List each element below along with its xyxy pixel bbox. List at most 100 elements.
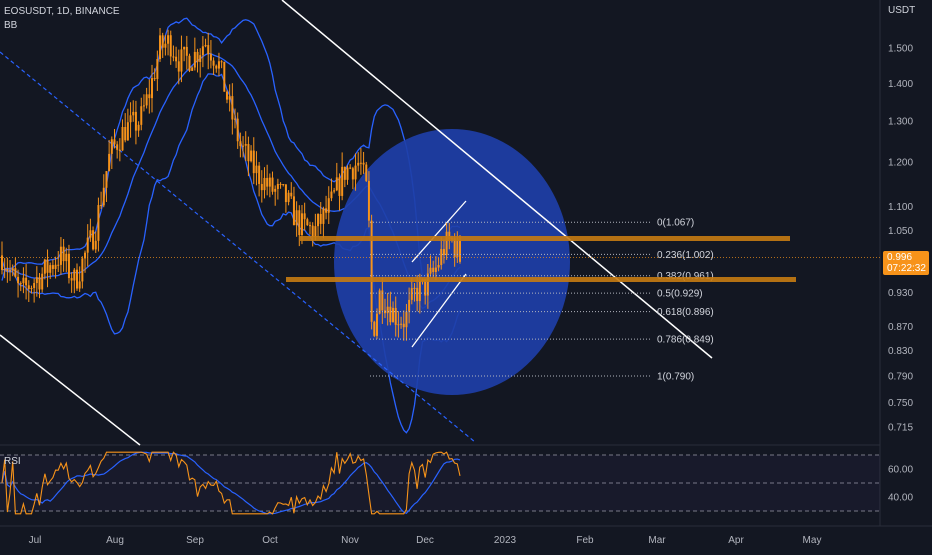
- candle-body: [108, 153, 111, 172]
- x-tick-label: Feb: [576, 535, 594, 546]
- y-tick-label: 0.930: [888, 288, 913, 299]
- y-tick-label: 1.100: [888, 202, 913, 213]
- upper-trendline: [281, 0, 713, 359]
- highlight-ellipse: [334, 129, 570, 395]
- fib-label: 0.786(0.849): [657, 335, 714, 346]
- candle-body: [327, 198, 330, 213]
- candle-body: [405, 311, 408, 328]
- candle-body: [295, 210, 298, 226]
- channel-lower: [411, 273, 467, 348]
- price-badge: 0.996 07:22:32: [883, 251, 929, 275]
- rsi-label: RSI: [4, 456, 21, 467]
- candle-body: [92, 230, 95, 250]
- candle-body: [54, 264, 57, 269]
- candle-body: [180, 49, 183, 72]
- candle-body: [386, 306, 389, 314]
- candle-body: [274, 188, 277, 192]
- candle-body: [17, 276, 20, 284]
- candle-body: [424, 279, 427, 296]
- candle-body: [362, 162, 365, 165]
- candle-body: [30, 287, 33, 289]
- candle-body: [140, 106, 143, 125]
- candle-body: [440, 248, 443, 265]
- candle-body: [110, 139, 113, 154]
- candle-body: [258, 165, 261, 184]
- rsi-ma-line: [1, 451, 461, 515]
- price-badge-countdown: 07:22:32: [887, 263, 926, 274]
- x-tick-label: Jul: [29, 535, 42, 546]
- candle-body: [298, 210, 301, 236]
- candle-body: [156, 59, 159, 79]
- candle-body: [70, 278, 73, 281]
- candle-body: [1, 255, 3, 270]
- y-tick-label: 0.830: [888, 346, 913, 357]
- x-tick-label: 2023: [494, 535, 517, 546]
- fib-label: 0.236(1.002): [657, 250, 714, 261]
- candle-body: [311, 225, 314, 237]
- candle-body: [129, 115, 132, 123]
- x-tick-label: Sep: [186, 535, 204, 546]
- candle-body: [279, 183, 282, 185]
- candle-body: [25, 277, 28, 286]
- fib-label: 0.5(0.929): [657, 289, 703, 300]
- candle-body: [150, 78, 153, 99]
- bollinger-upper: [1, 17, 461, 278]
- candle-body: [359, 162, 362, 164]
- candle-body: [38, 277, 41, 290]
- candle-body: [397, 324, 400, 326]
- candle-body: [333, 190, 336, 192]
- candle-body: [367, 180, 370, 221]
- rsi-band-fill: [0, 455, 880, 511]
- candle-body: [153, 78, 156, 80]
- y-tick-label: 1.200: [888, 158, 913, 169]
- channel-upper: [411, 200, 467, 263]
- candle-body: [255, 165, 258, 174]
- candle-body: [217, 61, 220, 69]
- y-tick-label: 1.500: [888, 44, 913, 55]
- candle-body: [201, 46, 204, 56]
- candle-body: [65, 253, 68, 262]
- candle-body: [159, 35, 162, 60]
- candle-body: [43, 259, 46, 274]
- candle-body: [100, 205, 103, 207]
- candle-body: [413, 287, 416, 289]
- fib-retracement: 0(1.067) 0.236(1.002) 0.382(0.961) 0.5(0.92…: [286, 218, 796, 382]
- price-badge-value: 0.996: [887, 252, 913, 263]
- rsi-line: [1, 451, 461, 515]
- candle-body: [392, 307, 395, 323]
- candle-body: [250, 150, 253, 162]
- y-tick-label: 0.750: [888, 398, 913, 409]
- candle-body: [282, 184, 285, 186]
- candle-body: [14, 268, 17, 277]
- candle-body: [35, 277, 38, 284]
- candle-body: [196, 51, 199, 62]
- rsi-tick-label: 40.00: [888, 493, 913, 504]
- x-tick-label: Oct: [262, 535, 278, 546]
- axes: 1.500 1.400 1.300 1.200 1.100 1.050 0.930 0.870…: [29, 44, 914, 547]
- candle-body: [400, 323, 403, 325]
- candle-body: [290, 192, 293, 197]
- candle-body: [303, 213, 306, 220]
- y-tick-label: 1.050: [888, 226, 913, 237]
- candle-body: [102, 187, 105, 206]
- candle-body: [394, 307, 397, 325]
- candle-body: [416, 287, 419, 302]
- candle-body: [375, 313, 378, 336]
- candle-body: [343, 166, 346, 180]
- candle-body: [49, 265, 52, 273]
- candle-body: [252, 150, 255, 174]
- candle-body: [86, 237, 89, 253]
- candle-body: [59, 246, 62, 265]
- fib-label: 0.618(0.896): [657, 307, 714, 318]
- candle-body: [212, 60, 215, 66]
- candle-body: [188, 55, 191, 71]
- candle-body: [351, 168, 354, 180]
- candle-body: [389, 306, 392, 323]
- candle-body: [445, 231, 448, 256]
- candle-body: [3, 269, 6, 271]
- candle-body: [97, 205, 100, 241]
- candle-body: [381, 290, 384, 311]
- candle-body: [199, 55, 202, 62]
- candle-body: [137, 124, 140, 131]
